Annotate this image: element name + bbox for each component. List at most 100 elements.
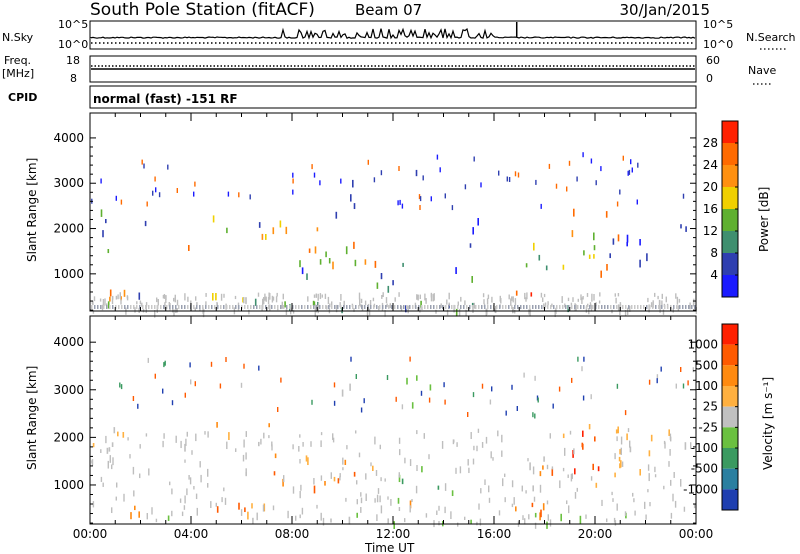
velocity-axes: 1000 2000 3000 4000 [53,316,697,524]
velocity-cell [356,512,358,518]
ground-scatter-cell [617,304,620,312]
sparse-echo-cell [292,189,294,195]
ground-scatter-cell [654,292,656,297]
ground-scatter-cell [188,475,190,480]
ground-scatter-cell [542,297,544,303]
velocity-panel-frame [89,315,697,525]
ground-scatter-cell [554,309,556,318]
nsky-label: N.Sky [2,31,34,44]
ground-scatter-cell [243,439,245,448]
colorbar-swatch [722,209,738,231]
ground-scatter-cell [372,297,375,302]
ground-scatter-cell [369,300,372,306]
power-cell [639,239,641,246]
power-cell [605,211,608,218]
sparse-echo-cell [534,413,536,419]
sparse-echo-cell [692,367,694,373]
ground-scatter-cell [115,496,117,501]
ground-scatter-cell [619,302,622,306]
noise-floor-cell [349,305,351,309]
ground-scatter-cell [111,296,114,305]
ground-scatter-cell [190,300,192,306]
colorbar-tick-label: -100 [691,441,718,455]
ground-scatter-cell [364,300,367,305]
ground-scatter-cell [377,488,380,494]
ground-scatter-cell [220,293,223,301]
ground-scatter-cell [205,293,207,297]
ground-scatter-cell [345,497,347,502]
sparse-echo-cell [656,374,659,380]
power-cell [345,246,348,255]
ground-scatter-cell [616,436,618,442]
sparse-echo-cell [576,176,578,182]
ground-scatter-cell [473,445,475,451]
noise-floor-cell [484,305,486,309]
ground-scatter-cell [235,448,237,452]
sparse-echo-cell [210,361,213,367]
noise-floor-cell [664,305,666,309]
velocity-cell [619,463,621,469]
sparse-echo-cell [540,203,542,209]
ground-scatter-cell [624,310,627,317]
ground-scatter-cell [355,430,357,434]
ground-scatter-cell [115,295,118,300]
sparse-echo-cell [167,164,169,170]
sparse-echo-cell [154,176,156,182]
ground-scatter-cell [589,302,592,307]
power-cell [402,262,404,267]
ground-scatter-cell [543,293,546,298]
power-cell [685,226,687,232]
ground-scatter-cell [435,309,437,314]
ground-scatter-cell [378,306,380,311]
ground-scatter-cell [171,510,173,517]
velocity-colorbar: 1000 500 100 25 -25 -100 -500 -1000 [683,323,739,511]
ground-scatter-cell [99,298,102,302]
ground-scatter-cell [180,440,182,449]
noise-floor-cell [571,305,573,309]
ground-scatter-cell [138,307,140,314]
noise-floor-cell [547,305,549,309]
ground-scatter-cell [615,297,617,304]
ground-scatter-cell [386,303,388,308]
ground-scatter-cell [342,467,344,471]
xtick-label: 04:00 [174,527,209,541]
power-cell [350,194,352,202]
colorbar-tick-label: 1000 [687,338,718,352]
power-cell [306,273,308,280]
noise-floor-cell [640,305,642,309]
power-cell [352,179,354,188]
cpid-panel [89,85,697,109]
ground-scatter-cell [179,498,182,503]
ground-scatter-cell [245,452,247,460]
power-cell [272,227,275,235]
ground-scatter-cell [314,309,316,318]
velocity-cell [648,450,651,457]
power-cell [593,254,595,259]
sparse-echo-cell [630,159,632,165]
colorbar-swatch [722,253,738,275]
power-cell [299,260,301,268]
ground-scatter-cell [464,516,466,520]
sparse-echo-cell [143,163,145,169]
ground-scatter-cell [446,309,449,316]
ground-scatter-cell [139,473,141,479]
power-cell [420,300,422,308]
noise-floor-cell [205,305,207,309]
ground-scatter-cell [511,296,513,301]
ground-scatter-cell [440,303,442,308]
sparse-echo-cell [147,357,149,363]
ground-scatter-cell [154,310,156,318]
noise-floor-cell [355,305,357,309]
noise-floor-cell [454,305,456,309]
noise-floor-cell [610,305,612,309]
noise-floor-cell [526,305,528,309]
ground-scatter-cell [580,294,582,301]
ground-scatter-cell [472,458,475,465]
sparse-echo-cell [498,170,500,176]
ground-scatter-cell [133,490,135,497]
sparse-echo-cell [451,205,454,211]
ground-scatter-cell [690,442,692,450]
power-cell [120,296,122,301]
noise-floor-cell [364,305,366,309]
power-cell [593,245,596,251]
